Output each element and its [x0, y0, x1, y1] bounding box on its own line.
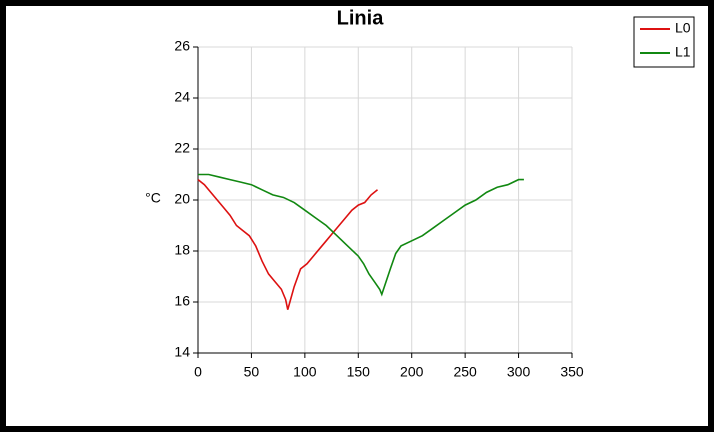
- y-tick-label: 20: [174, 191, 190, 207]
- x-tick-label: 150: [347, 364, 371, 380]
- x-tick-label: 0: [194, 364, 202, 380]
- legend: [633, 16, 695, 68]
- y-tick-label: 24: [174, 89, 190, 105]
- x-tick-label: 200: [400, 364, 424, 380]
- x-tick-label: 50: [244, 364, 260, 380]
- x-tick-label: 250: [453, 364, 477, 380]
- y-axis-label: °C: [145, 190, 161, 206]
- y-tick-label: 22: [174, 140, 190, 156]
- legend-label: L1: [675, 44, 691, 60]
- y-tick-label: 14: [174, 344, 190, 360]
- line: [197, 178, 379, 310]
- x-tick-label: 100: [293, 364, 317, 380]
- y-tick-label: 18: [174, 242, 190, 258]
- y-tick-label: 26: [174, 38, 190, 54]
- legend-label: L0: [675, 20, 691, 36]
- x-tick-label: 300: [507, 364, 531, 380]
- background: [6, 6, 708, 426]
- line: [198, 173, 524, 297]
- chart-title: Linia: [337, 7, 385, 29]
- y-tick-label: 16: [174, 293, 190, 309]
- x-tick-label: 350: [560, 364, 584, 380]
